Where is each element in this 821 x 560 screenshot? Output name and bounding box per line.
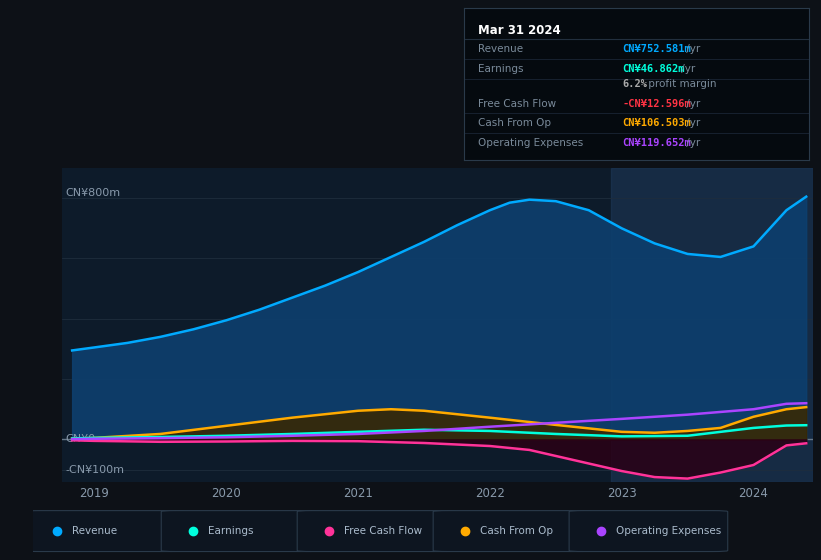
Text: Cash From Op: Cash From Op [478, 118, 551, 128]
FancyBboxPatch shape [569, 511, 727, 552]
FancyBboxPatch shape [297, 511, 456, 552]
Text: CN¥46.862m: CN¥46.862m [622, 64, 685, 74]
Text: /yr: /yr [683, 99, 700, 109]
Text: /yr: /yr [683, 44, 700, 54]
Text: Earnings: Earnings [478, 64, 523, 74]
Text: Revenue: Revenue [72, 526, 117, 535]
FancyBboxPatch shape [433, 511, 592, 552]
Text: Free Cash Flow: Free Cash Flow [478, 99, 556, 109]
Text: Operating Expenses: Operating Expenses [478, 138, 583, 148]
Text: profit margin: profit margin [644, 79, 716, 89]
Text: CN¥0: CN¥0 [66, 435, 95, 445]
Text: Mar 31 2024: Mar 31 2024 [478, 24, 561, 38]
Text: /yr: /yr [683, 138, 700, 148]
Text: CN¥752.581m: CN¥752.581m [622, 44, 691, 54]
Text: Earnings: Earnings [208, 526, 254, 535]
Text: Operating Expenses: Operating Expenses [616, 526, 721, 535]
Bar [611, 168, 813, 482]
Text: -CN¥100m: -CN¥100m [66, 465, 124, 474]
Text: /yr: /yr [683, 118, 700, 128]
FancyBboxPatch shape [161, 511, 320, 552]
FancyBboxPatch shape [25, 511, 184, 552]
Text: CN¥800m: CN¥800m [66, 188, 121, 198]
Text: /yr: /yr [677, 64, 695, 74]
Text: -CN¥12.596m: -CN¥12.596m [622, 99, 691, 109]
Text: Cash From Op: Cash From Op [480, 526, 553, 535]
Text: CN¥119.652m: CN¥119.652m [622, 138, 691, 148]
Text: 6.2%: 6.2% [622, 79, 648, 89]
Text: Revenue: Revenue [478, 44, 523, 54]
Text: Free Cash Flow: Free Cash Flow [344, 526, 422, 535]
Text: CN¥106.503m: CN¥106.503m [622, 118, 691, 128]
